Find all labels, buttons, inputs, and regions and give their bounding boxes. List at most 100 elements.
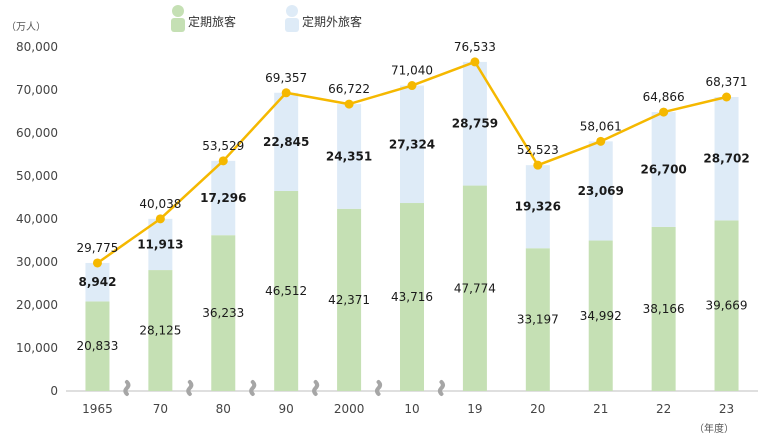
y-axis: 0 10,000 20,000 30,000 40,000 50,000 60,000 70,…: [16, 40, 58, 398]
x-tick-label: 90: [279, 402, 294, 416]
regular-label: 38,166: [643, 302, 685, 316]
non-regular-label: 17,296: [200, 191, 246, 205]
non-regular-label: 8,942: [78, 275, 116, 289]
regular-label: 42,371: [328, 293, 370, 307]
x-tick-label: 21: [593, 402, 608, 416]
axis-breaks: [123, 380, 445, 396]
bar-non-regular: [588, 141, 613, 241]
y-tick-label: 60,000: [16, 126, 58, 140]
total-label: 40,038: [139, 197, 181, 211]
regular-label: 33,197: [517, 313, 559, 327]
x-tick-label: 70: [153, 402, 168, 416]
legend-non-regular-marker-body: [285, 18, 299, 32]
legend-item-regular: 定期旅客: [171, 5, 236, 32]
legend-regular-marker-head: [172, 5, 184, 17]
regular-label: 34,992: [580, 309, 622, 323]
legend-item-non-regular: 定期外旅客: [285, 5, 362, 32]
bar-regular: [462, 185, 487, 391]
stacked-bars: [85, 61, 739, 391]
bar-non-regular: [714, 97, 739, 221]
non-regular-label: 23,069: [578, 184, 624, 198]
total-point: [722, 92, 732, 102]
legend-non-regular-marker-head: [286, 5, 298, 17]
axis-break-mark: [186, 380, 194, 396]
total-label: 71,040: [391, 64, 433, 78]
bar-non-regular: [400, 85, 424, 204]
legend-regular-marker-body: [171, 18, 185, 32]
non-regular-label: 24,351: [326, 149, 372, 163]
x-tick-label: 22: [656, 402, 671, 416]
total-point: [281, 88, 291, 98]
total-point: [659, 107, 669, 117]
bar-non-regular: [85, 262, 110, 302]
regular-label: 43,716: [391, 290, 433, 304]
axis-break-mark: [375, 380, 383, 396]
data-labels: 29,775 8,942 20,833 40,038 11,913 28,125 53,52…: [76, 40, 749, 353]
x-tick-label: 80: [216, 402, 231, 416]
x-axis-unit-label: （年度）: [694, 422, 734, 435]
axis-break-mark: [123, 380, 131, 396]
bar-non-regular: [462, 61, 487, 186]
total-point: [470, 57, 480, 67]
total-label: 53,529: [202, 139, 244, 153]
x-tick-label: 23: [719, 402, 734, 416]
y-tick-label: 80,000: [16, 40, 58, 54]
total-label: 69,357: [265, 71, 307, 85]
total-point: [533, 160, 543, 170]
total-point: [407, 81, 417, 91]
regular-label: 39,669: [706, 299, 748, 313]
total-label: 58,061: [580, 119, 622, 133]
regular-label: 36,233: [202, 306, 244, 320]
y-tick-label: 20,000: [16, 298, 58, 312]
bar-regular: [337, 208, 362, 391]
total-label: 66,722: [328, 82, 370, 96]
bar-regular: [714, 220, 739, 391]
bar-non-regular: [525, 165, 550, 249]
non-regular-label: 26,700: [640, 162, 686, 176]
total-point: [344, 99, 354, 109]
total-label: 29,775: [76, 241, 118, 255]
axis-break-mark: [437, 380, 445, 396]
x-tick-label: 20: [530, 402, 545, 416]
bar-regular: [148, 270, 173, 391]
bar-non-regular: [651, 112, 676, 227]
regular-label: 47,774: [454, 281, 496, 295]
y-tick-label: 70,000: [16, 83, 58, 97]
bar-non-regular: [337, 104, 362, 209]
total-label: 68,371: [706, 75, 748, 89]
bar-regular: [588, 240, 613, 391]
total-point: [596, 136, 606, 146]
bar-regular: [400, 203, 424, 391]
total-point: [155, 214, 165, 224]
non-regular-label: 28,702: [703, 152, 749, 166]
total-label: 76,533: [454, 40, 496, 54]
total-point: [92, 258, 102, 268]
y-tick-label: 40,000: [16, 212, 58, 226]
regular-label: 28,125: [139, 324, 181, 338]
bar-non-regular: [148, 218, 173, 271]
axis-break-mark: [249, 380, 257, 396]
bar-regular: [525, 248, 550, 391]
bar-regular: [85, 301, 110, 391]
total-line: [92, 57, 732, 268]
x-tick-label: 1965: [82, 402, 113, 416]
bar-non-regular: [274, 92, 299, 191]
y-tick-label: 10,000: [16, 341, 58, 355]
legend: 定期旅客 定期外旅客: [171, 5, 362, 32]
non-regular-label: 28,759: [452, 117, 498, 131]
legend-non-regular-label: 定期外旅客: [302, 14, 362, 29]
non-regular-label: 22,845: [263, 135, 309, 149]
y-tick-label: 0: [50, 384, 58, 398]
bar-regular: [211, 235, 236, 391]
y-tick-label: 30,000: [16, 255, 58, 269]
non-regular-label: 27,324: [389, 137, 435, 151]
non-regular-label: 19,326: [515, 200, 561, 214]
legend-regular-label: 定期旅客: [188, 14, 236, 29]
x-tick-label: 10: [404, 402, 419, 416]
regular-label: 46,512: [265, 284, 307, 298]
bar-non-regular: [211, 160, 236, 236]
x-tick-label: 19: [467, 402, 482, 416]
total-label: 64,866: [643, 90, 685, 104]
non-regular-label: 11,913: [137, 237, 183, 251]
